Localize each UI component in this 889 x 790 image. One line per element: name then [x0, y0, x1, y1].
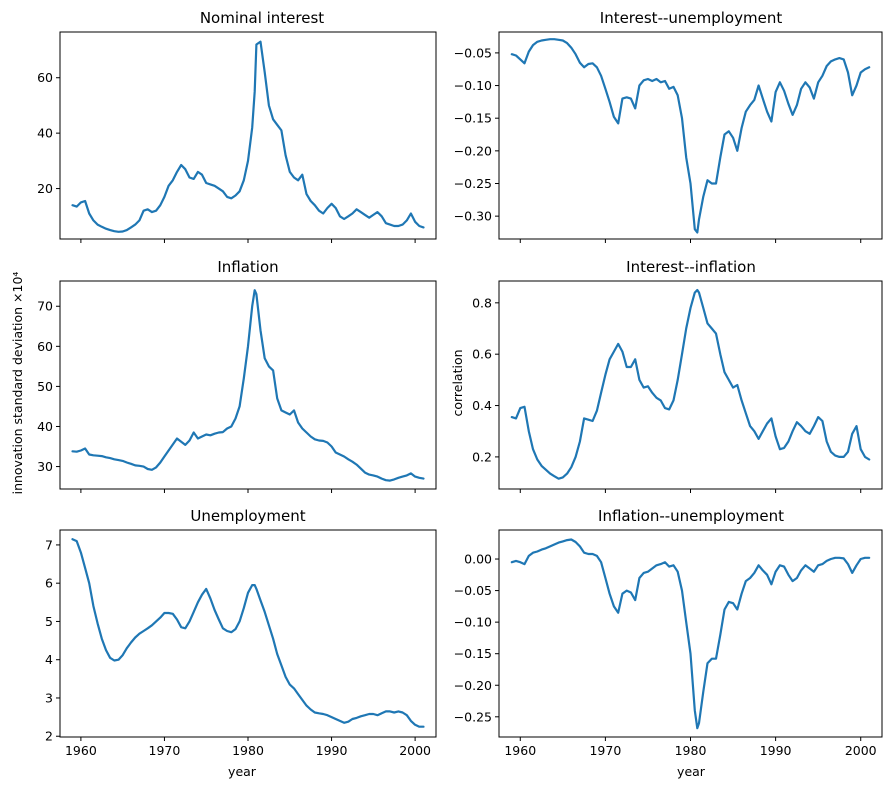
panel-inflation: Inflation 30 40 50 60 70 — [37, 258, 437, 493]
x-tick-label: 1960 — [504, 743, 536, 758]
x-tick-label: 2000 — [845, 743, 877, 758]
x-tick-label: 1960 — [65, 743, 97, 758]
y-tick-label: −0.15 — [454, 111, 492, 126]
x-tick-label: 1980 — [675, 743, 707, 758]
x-tick-label: 1980 — [232, 743, 264, 758]
y-tick-label: 70 — [37, 299, 53, 314]
y-tick-label: −0.25 — [454, 709, 492, 724]
series-line — [71, 289, 425, 482]
y-tick-label: 5 — [45, 614, 53, 629]
y-tick-label: 60 — [37, 70, 53, 85]
y-tick-label: −0.20 — [454, 143, 492, 158]
x-tick-label: 1970 — [589, 743, 621, 758]
x-tick-label: 1990 — [316, 743, 348, 758]
panel-title-inflation-unemployment: Inflation--unemployment — [598, 507, 784, 525]
y-tick-label: 60 — [37, 339, 53, 354]
y-tick-label: 50 — [37, 379, 53, 394]
x-tick-label: 1990 — [760, 743, 792, 758]
y-tick-label: −0.25 — [454, 176, 492, 191]
y-tick-label: −0.30 — [454, 209, 492, 224]
panel-nominal-interest: Nominal interest 20 40 60 — [37, 9, 437, 243]
series-line — [71, 538, 425, 728]
y-tick-label: −0.05 — [454, 583, 492, 598]
series-line — [510, 538, 871, 730]
y-tick-label: −0.15 — [454, 646, 492, 661]
panel-interest-unemployment: Interest--unemployment −0.05 −0.10 −0.15 −0… — [454, 9, 883, 243]
panel-title-interest-unemployment: Interest--unemployment — [600, 9, 783, 27]
y-tick-label: −0.10 — [454, 615, 492, 630]
y-tick-label: 3 — [45, 690, 53, 705]
y-tick-label: 40 — [37, 419, 53, 434]
x-tick-label: 1970 — [149, 743, 181, 758]
panel-title-inflation: Inflation — [217, 258, 278, 276]
y-tick-label: 0.2 — [472, 449, 492, 464]
y-tick-label: 7 — [45, 537, 53, 552]
y-tick-label: 6 — [45, 576, 53, 591]
y-tick-label: −0.05 — [454, 45, 492, 60]
y-tick-label: 4 — [45, 652, 53, 667]
x-axis-label-right: year — [677, 764, 706, 779]
y-tick-label: 40 — [37, 126, 53, 141]
x-axis-label-left: year — [228, 764, 257, 779]
panel-interest-inflation: Interest--inflation 0.2 0.4 0.6 0.8 — [472, 258, 883, 493]
panel-title-nominal-interest: Nominal interest — [200, 9, 324, 27]
y-tick-label: 2 — [45, 729, 53, 744]
y-tick-label: 0.8 — [472, 295, 492, 310]
y-tick-label: −0.20 — [454, 678, 492, 693]
panel-unemployment: Unemployment 2 3 4 5 6 7 1960 1970 1980 1990 2000 — [45, 507, 437, 758]
panel-inflation-unemployment: Inflation--unemployment 0.00 −0.05 −0.10 −0… — [454, 507, 883, 758]
y-axis-label-right: correlation — [450, 349, 465, 416]
y-axis-label-left: innovation standard deviation ×10⁴ — [10, 272, 25, 495]
y-tick-label: 0.00 — [464, 552, 492, 567]
series-line — [510, 288, 871, 480]
y-tick-label: 0.4 — [472, 398, 492, 413]
y-tick-label: 20 — [37, 181, 53, 196]
x-tick-label: 2000 — [399, 743, 431, 758]
y-tick-label: 30 — [37, 459, 53, 474]
y-tick-label: 0.6 — [472, 347, 492, 362]
y-tick-label: −0.10 — [454, 78, 492, 93]
panel-title-interest-inflation: Interest--inflation — [626, 258, 756, 276]
panel-title-unemployment: Unemployment — [190, 507, 305, 525]
series-line — [71, 40, 425, 233]
series-line — [510, 38, 871, 234]
